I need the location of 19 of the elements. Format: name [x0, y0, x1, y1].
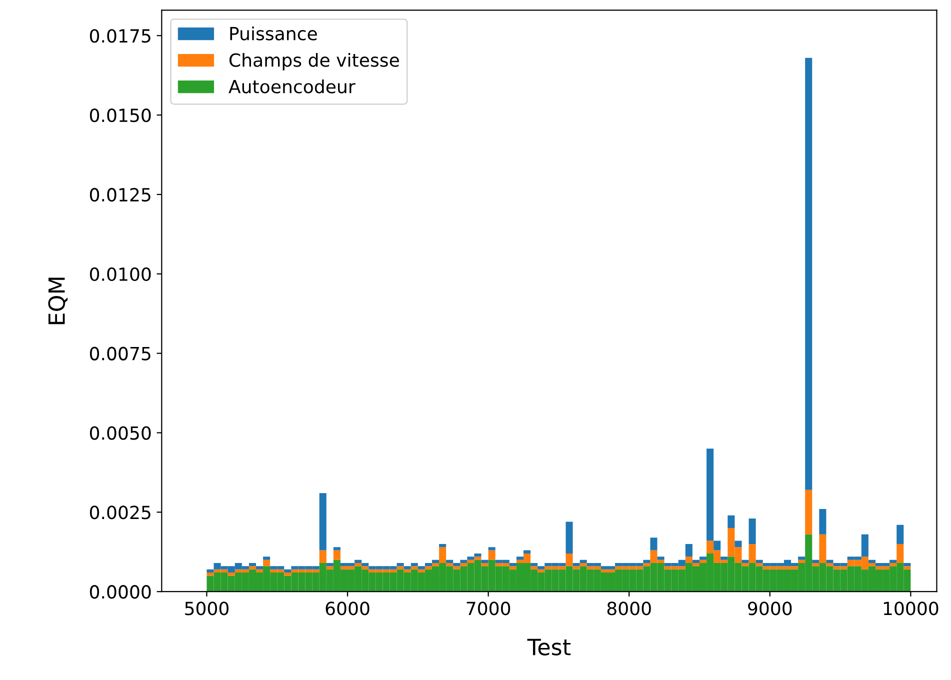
x-tick-label: 8000: [607, 602, 651, 616]
x-tick-label: 5000: [185, 602, 228, 616]
y-tick-label: 0.0125: [90, 188, 150, 202]
y-tick-label: 0.0100: [90, 267, 151, 282]
x-tick-label: 6000: [326, 602, 370, 616]
legend-label: Autoencodeur: [228, 79, 356, 94]
x-tick-label: 10000: [884, 602, 938, 616]
y-axis-title: EQM: [48, 278, 68, 324]
y-tick-label: 0.0025: [90, 506, 150, 520]
y-tick-label: 0.0050: [90, 426, 151, 440]
legend-label: Puissance: [230, 26, 317, 40]
y-tick-label: 0.0150: [90, 108, 151, 122]
y-tick-label: 0.0075: [90, 346, 150, 360]
legend-label: Champs de vitesse: [229, 52, 399, 70]
x-tick-label: 9000: [748, 602, 792, 616]
x-axis-title: Test: [527, 638, 571, 656]
y-tick-label: 0.0175: [90, 29, 150, 43]
x-tick-label: 7000: [466, 602, 510, 616]
y-tick-label: 0.0000: [90, 585, 151, 599]
